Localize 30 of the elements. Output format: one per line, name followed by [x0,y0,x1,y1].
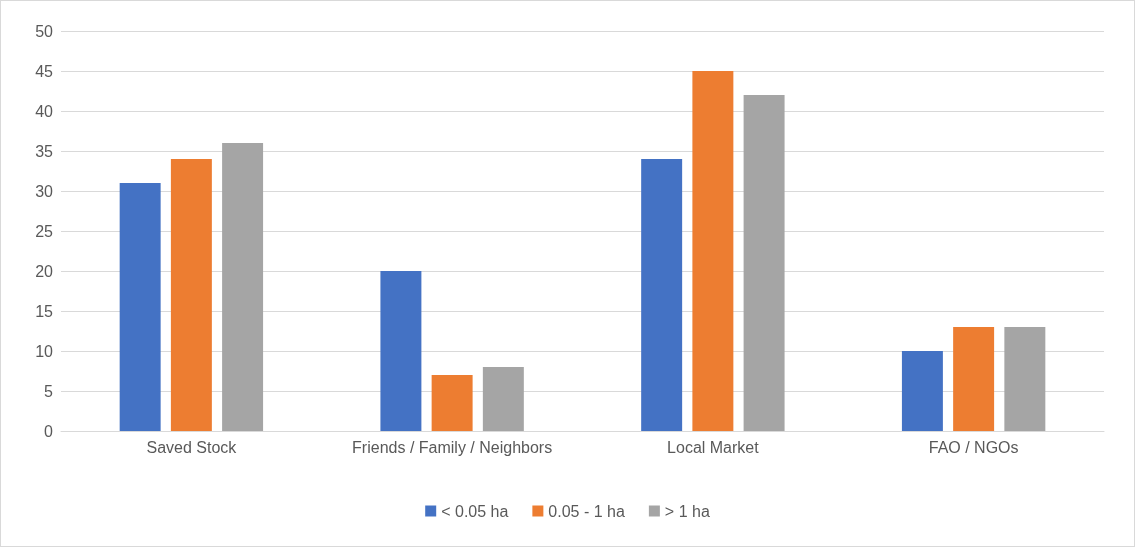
y-tick-label: 50 [35,22,54,40]
bar [692,71,734,431]
y-tick-label: 45 [35,62,54,80]
y-tick-label: 15 [35,302,54,320]
y-tick-label: 30 [35,182,54,200]
y-tick-label: 5 [44,382,54,400]
y-tick-label: 0 [44,422,54,440]
y-tick-label: 35 [35,142,54,160]
x-tick-label: FAO / NGOs [928,438,1019,456]
bar [953,327,995,431]
bar [170,159,212,431]
legend-label: 0.05 - 1 ha [548,502,625,520]
bar [743,95,785,431]
bar [641,159,683,431]
legend-label: < 0.05 ha [441,502,509,520]
bar [482,367,524,431]
bar [1004,327,1046,431]
bar [119,183,161,431]
y-tick-label: 25 [35,222,54,240]
x-tick-label: Saved Stock [146,438,238,456]
x-tick-label: Friends / Family / Neighbors [352,438,553,456]
bar [431,375,473,431]
y-tick-label: 10 [35,342,54,360]
y-tick-label: 40 [35,102,54,120]
bar [380,271,422,431]
legend-label: > 1 ha [664,502,710,520]
x-tick-label: Local Market [667,438,760,456]
bar [901,351,943,431]
bar [222,143,264,431]
y-tick-label: 20 [35,262,54,280]
